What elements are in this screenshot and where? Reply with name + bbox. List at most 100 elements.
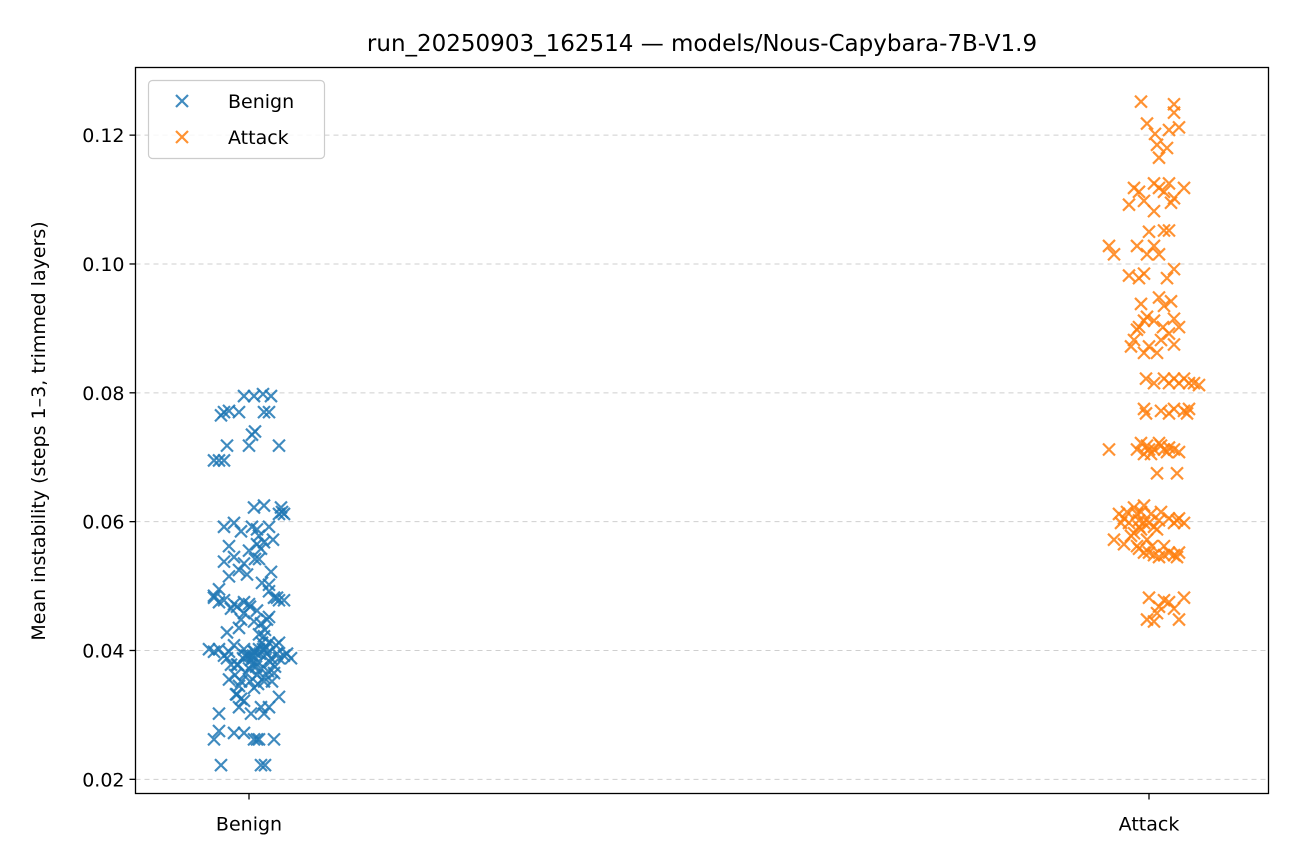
data-point [214,758,228,772]
data-point [262,405,276,419]
data-point [250,603,264,618]
data-point [222,539,236,553]
data-point [1122,197,1136,212]
data-point [1148,127,1162,141]
data-point [207,588,221,603]
data-point [243,674,257,689]
data-point [257,706,271,721]
data-point [1150,606,1164,620]
data-point [1132,541,1146,556]
data-point [237,389,251,403]
data-point [207,645,221,659]
data-point [1127,333,1141,347]
data-point [1147,239,1161,253]
data-point [1137,266,1151,281]
data-point [267,732,281,747]
data-point [1177,590,1191,605]
data-point [220,625,234,640]
legend-box [147,79,326,160]
data-point [230,687,244,702]
data-point [212,453,226,468]
legend: Benign Attack [147,79,326,160]
y-tick-label: 0.10 [82,254,124,276]
data-point [256,387,270,401]
data-point [1160,271,1174,285]
data-point [217,520,231,534]
data-point [266,532,280,547]
data-point [1160,141,1174,155]
data-point [1102,442,1116,457]
data-point [237,726,251,740]
legend-marker [175,130,189,144]
data-point [250,537,264,551]
data-point [248,552,262,566]
data-point [1177,516,1191,530]
data-point [252,552,266,566]
data-points [202,94,1206,772]
data-point [1167,311,1181,326]
data-point [1142,224,1156,239]
data-point [232,621,246,635]
data-point [217,554,231,569]
data-point [1147,614,1161,629]
data-point [1162,223,1176,238]
data-point [1167,371,1181,386]
chart-title: run_20250903_162514 — models/Nous-Capyba… [367,31,1037,57]
data-point [1140,116,1154,131]
data-point [265,674,279,689]
data-point [1170,466,1184,481]
data-point [269,638,283,653]
data-point [1137,402,1151,416]
data-point [1122,268,1136,283]
data-point [1164,196,1178,210]
data-point [217,453,231,468]
legend-label: Attack [228,127,289,149]
data-point [227,726,241,740]
data-point [230,599,244,614]
data-point [248,424,262,439]
data-point [258,758,272,772]
data-point [248,645,262,659]
gridlines [135,134,1269,780]
legend-marker [175,94,189,108]
x-tick-label: Attack [1119,814,1180,836]
data-point [1157,299,1171,313]
series-attack [1102,94,1206,629]
data-point [258,623,272,637]
data-point [1150,138,1164,152]
data-point [1152,150,1166,165]
data-point [1154,404,1168,418]
data-point [1142,339,1156,354]
data-point [1102,239,1116,253]
data-point [252,732,266,747]
data-point [254,616,268,631]
data-point [1157,371,1171,386]
data-point [272,690,286,704]
data-point [1172,545,1186,560]
data-point [242,438,256,453]
data-point [227,550,241,564]
data-point [1192,378,1206,392]
data-point [240,567,254,582]
data-point [1134,297,1148,311]
data-point [1130,239,1144,253]
data-point [254,758,268,772]
data-point [257,405,271,419]
data-point [1107,247,1121,262]
data-point [262,520,276,534]
data-point [1137,313,1151,328]
data-point [1147,376,1161,390]
data-point [1147,176,1161,191]
data-point [1157,223,1171,238]
data-point [237,556,251,571]
data-point [1147,313,1161,328]
data-point [244,706,258,721]
data-point [1162,176,1176,191]
data-point [1150,466,1164,481]
data-point [277,507,291,521]
data-point [1154,438,1168,453]
y-tick-label: 0.04 [82,640,124,662]
data-point [272,438,286,453]
data-point [222,404,236,418]
